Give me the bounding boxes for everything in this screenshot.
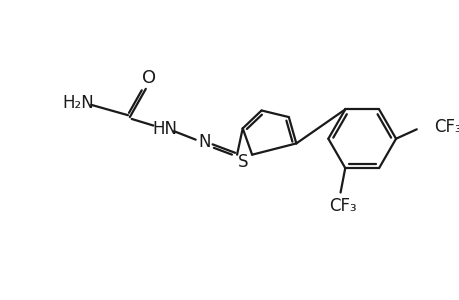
Text: HN: HN: [152, 120, 177, 138]
Text: H₂N: H₂N: [62, 94, 94, 112]
Text: N: N: [198, 134, 211, 152]
Text: S: S: [237, 153, 247, 171]
Text: O: O: [141, 69, 155, 87]
Text: CF₃: CF₃: [433, 118, 459, 136]
Text: CF₃: CF₃: [328, 197, 355, 215]
